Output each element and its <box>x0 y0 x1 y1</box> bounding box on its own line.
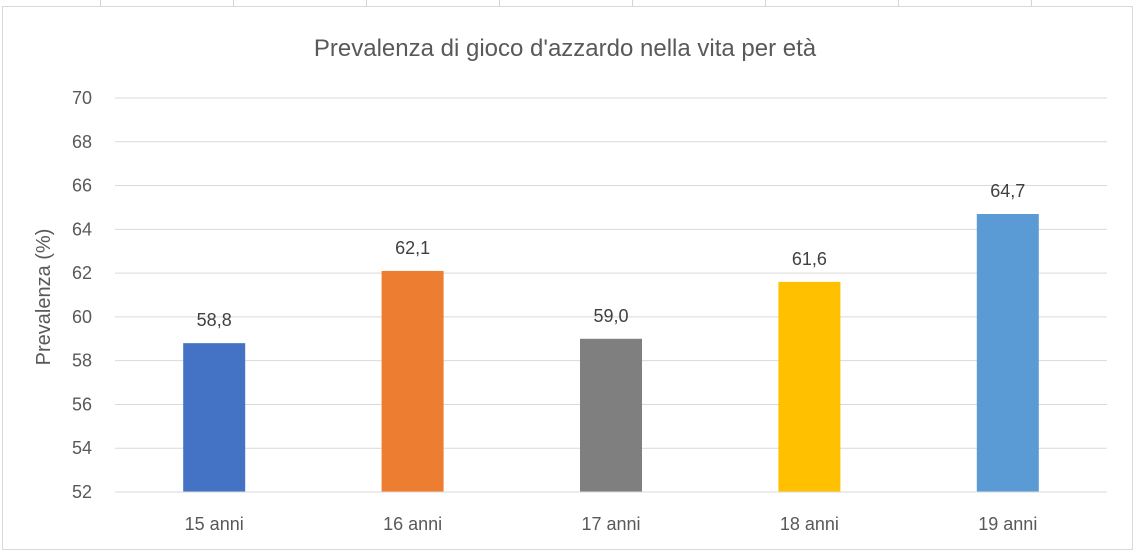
y-tick-label: 56 <box>72 394 92 414</box>
bars <box>183 214 1039 492</box>
bar-2[interactable] <box>381 270 444 492</box>
bar-4[interactable] <box>778 281 841 492</box>
data-label: 59,0 <box>593 306 628 326</box>
y-axis-title: Prevalenza (%) <box>33 229 55 366</box>
x-tick-label: 17 anni <box>581 514 640 534</box>
y-tick-label: 60 <box>72 307 92 327</box>
bar-5[interactable] <box>976 214 1039 492</box>
data-label: 64,7 <box>990 181 1025 201</box>
y-axis-ticks: 52 54 56 58 60 62 64 66 68 70 <box>72 88 92 502</box>
data-labels: 58,8 62,1 59,0 61,6 64,7 <box>197 181 1026 330</box>
y-tick-label: 62 <box>72 263 92 283</box>
y-tick-label: 70 <box>72 88 92 108</box>
chart-title: Prevalenza di gioco d'azzardo nella vita… <box>314 35 817 62</box>
y-tick-label: 58 <box>72 351 92 371</box>
x-tick-label: 18 anni <box>780 514 839 534</box>
data-label: 62,1 <box>395 238 430 258</box>
x-tick-label: 15 anni <box>185 514 244 534</box>
bar-3[interactable] <box>580 338 642 492</box>
x-tick-label: 16 anni <box>383 514 442 534</box>
y-tick-label: 52 <box>72 482 92 502</box>
data-label: 61,6 <box>792 249 827 269</box>
data-label: 58,8 <box>197 310 232 330</box>
y-tick-label: 68 <box>72 132 92 152</box>
y-tick-label: 64 <box>72 219 92 239</box>
x-tick-label: 19 anni <box>978 514 1037 534</box>
y-tick-label: 66 <box>72 176 92 196</box>
x-axis-ticks: 15 anni 16 anni 17 anni 18 anni 19 anni <box>185 514 1038 534</box>
y-tick-label: 54 <box>72 438 92 458</box>
bar-1[interactable] <box>183 343 246 492</box>
